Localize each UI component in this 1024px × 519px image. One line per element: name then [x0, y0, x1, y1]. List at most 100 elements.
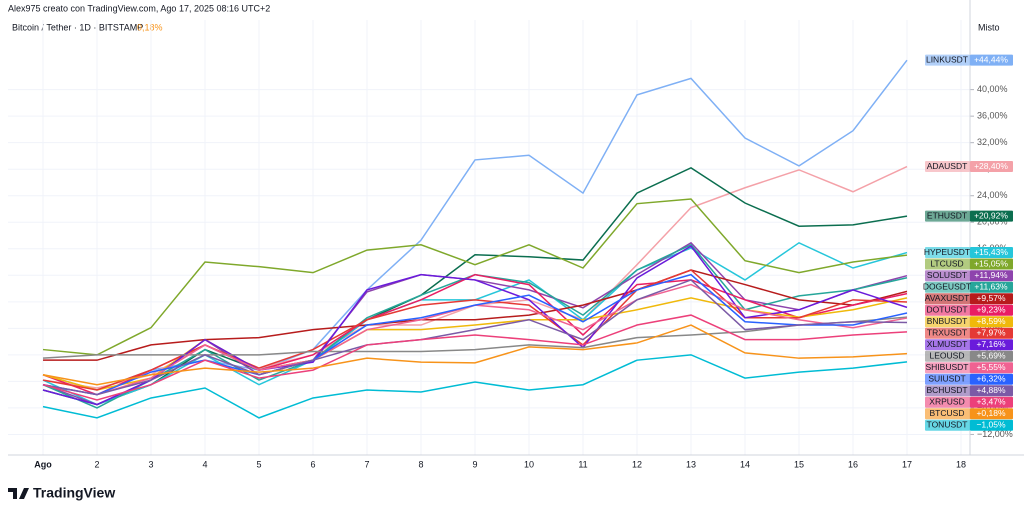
badge-name-bg	[925, 419, 970, 431]
badge-name: TONUSDT	[927, 419, 968, 429]
badge-name-bg	[925, 327, 970, 339]
logo: TradingView	[8, 485, 115, 501]
series-line	[42, 354, 908, 419]
price-badge: BTCUSD +0,18%	[925, 408, 1013, 420]
badge-name-bg	[925, 270, 970, 282]
price-badge: DOTUSDT +9,23%	[925, 304, 1013, 316]
price-badge: LINKUSDT +44,44%	[925, 54, 1013, 66]
badge-name-bg	[925, 396, 970, 408]
badge-value: +6,32%	[976, 373, 1006, 383]
badge-name-bg	[925, 281, 970, 293]
badge-name-bg	[925, 161, 970, 173]
y-tick-label: 36,00%	[977, 111, 1008, 121]
badge-value: +5,55%	[976, 362, 1006, 372]
x-tick-label: 16	[848, 459, 858, 469]
badge-value-bg	[970, 362, 1013, 374]
badge-name-bg	[925, 258, 970, 270]
badge-name-bg	[925, 210, 970, 222]
badge-name: BNBUSDT	[927, 316, 968, 326]
badge-name: BTCUSD	[930, 408, 965, 418]
badge-value: +15,43%	[974, 247, 1008, 257]
badge-name-bg	[925, 304, 970, 316]
x-tick-label: 17	[902, 459, 912, 469]
badge-value-bg	[970, 327, 1013, 339]
badge-name: XLMUSDT	[927, 339, 968, 349]
badge-name-bg	[925, 247, 970, 259]
badge-value: +7,97%	[976, 327, 1006, 337]
badge-value-bg	[970, 270, 1013, 282]
x-tick-label: 4	[202, 459, 207, 469]
price-badge: TRXUSDT +7,97%	[925, 327, 1013, 339]
badge-name-bg	[925, 362, 970, 374]
badge-name: HYPEUSDT	[924, 247, 970, 257]
title-change: 0,18%	[137, 22, 163, 32]
badge-value-bg	[970, 350, 1013, 362]
x-tick-label: Ago	[34, 459, 52, 469]
badge-name: DOTUSDT	[926, 304, 967, 314]
badge-value: +9,23%	[976, 304, 1006, 314]
badge-value-bg	[970, 54, 1013, 66]
badge-value: +44,44%	[974, 54, 1008, 64]
chart-title: Bitcoin / Tether · 1D · BITSTAMP	[12, 22, 143, 32]
series-line	[42, 316, 908, 359]
badge-value-bg	[970, 247, 1013, 259]
scale-mode[interactable]: Misto	[978, 22, 1000, 32]
x-tick-label: 6	[310, 459, 315, 469]
x-tick-label: 18	[956, 459, 966, 469]
badge-name: SUIUSDT	[928, 373, 965, 383]
badge-value: +7,16%	[976, 339, 1006, 349]
price-badge: HYPEUSDT +15,43%	[924, 247, 1013, 259]
price-badge: BNBUSDT +8,59%	[925, 316, 1013, 328]
price-badge: AVAXUSDT +9,57%	[925, 293, 1013, 305]
price-badge: ETHUSDT +20,92%	[925, 210, 1013, 222]
badge-value-bg	[970, 385, 1013, 397]
badge-value-bg	[970, 281, 1013, 293]
price-badge: XRPUSD +3,47%	[925, 396, 1013, 408]
badge-value-bg	[970, 408, 1013, 420]
badge-name: ADAUSDT	[927, 161, 968, 171]
y-tick-label: 24,00%	[977, 190, 1008, 200]
badge-value: +8,59%	[976, 316, 1006, 326]
badge-name: BCHUSDT	[926, 385, 967, 395]
price-badge: SUIUSDT +6,32%	[925, 373, 1013, 385]
series-line	[42, 198, 908, 356]
y-tick-label: 32,00%	[977, 137, 1008, 147]
badge-name: AVAXUSDT	[925, 293, 970, 303]
price-badge: LTCUSD +15,05%	[925, 258, 1013, 270]
x-tick-label: 5	[256, 459, 261, 469]
series-line	[42, 314, 908, 401]
badge-value-bg	[970, 161, 1013, 173]
price-badge: SHIBUSDT +5,55%	[925, 362, 1013, 374]
x-tick-label: 2	[94, 459, 99, 469]
badge-value: +15,05%	[974, 258, 1008, 268]
badge-value: −1,05%	[976, 419, 1006, 429]
badge-value-bg	[970, 258, 1013, 270]
badge-value-bg	[970, 419, 1013, 431]
badge-name-bg	[925, 385, 970, 397]
badge-name: DOGEUSDT	[923, 281, 971, 291]
y-tick-label: 40,00%	[977, 84, 1008, 94]
x-tick-label: 12	[632, 459, 642, 469]
badge-name: SHIBUSDT	[926, 362, 969, 372]
badge-name-bg	[925, 408, 970, 420]
badge-name: SOLUSDT	[927, 270, 967, 280]
price-badge: LEOUSD +5,69%	[925, 350, 1013, 362]
x-tick-label: 10	[524, 459, 534, 469]
badge-value: +0,18%	[976, 408, 1006, 418]
badge-value: +11,94%	[974, 270, 1008, 280]
badge-value-bg	[970, 316, 1013, 328]
badge-name: ETHUSDT	[927, 210, 967, 220]
badge-name-bg	[925, 293, 970, 305]
badge-name-bg	[925, 54, 970, 66]
badge-value-bg	[970, 293, 1013, 305]
series-line	[42, 273, 908, 396]
x-tick-label: 7	[364, 459, 369, 469]
price-badge: ADAUSDT +28,40%	[925, 161, 1013, 173]
badge-name: XRPUSD	[929, 396, 964, 406]
y-tick-label: −12,00%	[977, 429, 1013, 439]
badge-value: +20,92%	[974, 210, 1008, 220]
badge-value: +4,88%	[976, 385, 1006, 395]
x-tick-label: 14	[740, 459, 750, 469]
